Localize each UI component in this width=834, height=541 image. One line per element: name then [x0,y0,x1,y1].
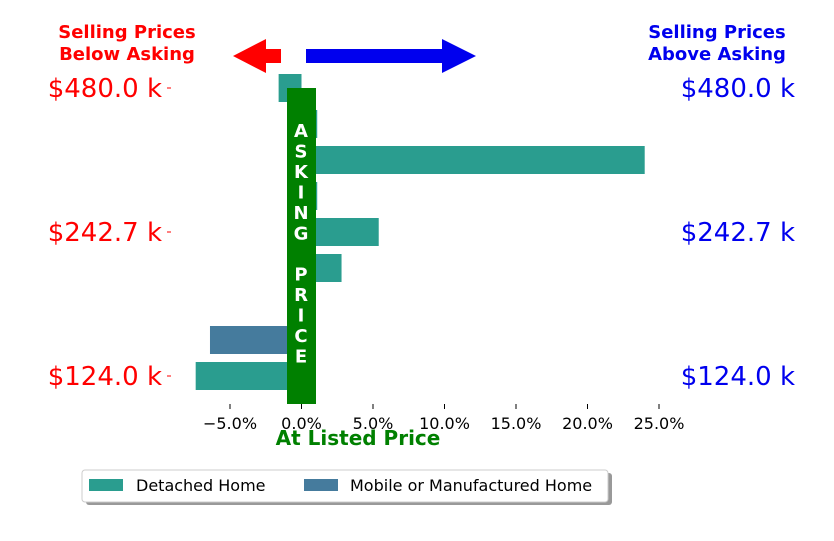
legend-swatch-mobile [304,479,338,491]
above-asking-title-line2: Above Asking [648,44,786,65]
price-label-left-2: $124.0 k [48,362,162,392]
asking-letter-11: E [295,347,307,368]
legend-swatch-detached [89,479,123,491]
price-label-left-0: $480.0 k [48,74,162,104]
legend-box [81,469,609,503]
x-tick-label-3: 10.0% [419,414,470,433]
price-labels: $480.0 k $480.0 k $242.7 k $242.7 k $124.0 k… [48,74,795,392]
asking-letter-7: P [294,265,307,286]
x-tick-label-2: 5.0% [353,414,394,433]
asking-letter-10: C [294,326,307,347]
below-asking-title-line2: Below Asking [59,44,195,65]
right-arrow-icon [306,39,476,73]
bar-detached-4 [301,146,645,174]
price-label-right-0: $480.0 k [681,74,795,104]
bar-detached-0 [195,362,302,390]
legend-label-mobile: Mobile or Manufactured Home [350,476,592,495]
x-tick-label-4: 15.0% [491,414,542,433]
asking-letter-8: R [294,285,308,306]
x-tick-label-5: 20.0% [562,414,613,433]
left-arrow-icon [233,39,281,73]
asking-price-band [287,88,316,404]
asking-letter-4: N [293,203,308,224]
x-tick-label-0: −5.0% [203,414,257,433]
above-asking-title-line1: Selling Prices [648,22,785,43]
price-label-right-1: $242.7 k [681,218,795,248]
x-axis: −5.0% 0.0% 5.0% 10.0% 15.0% 20.0% 25.0% [203,404,684,433]
bar-mobile-0 [209,326,302,354]
bars-group [195,74,645,390]
asking-letter-9: I [298,306,305,327]
price-label-left-1: $242.7 k [48,218,162,248]
at-listed-price-label: At Listed Price [276,426,441,450]
below-asking-title-line1: Selling Prices [58,22,195,43]
asking-letter-2: K [294,162,309,183]
asking-letter-5: G [294,224,309,245]
price-label-right-2: $124.0 k [681,362,795,392]
legend: Detached Home Mobile or Manufactured Hom… [81,469,612,505]
x-tick-label-6: 25.0% [634,414,685,433]
asking-letter-0: A [294,121,308,142]
asking-letter-3: I [298,183,305,204]
legend-label-detached: Detached Home [136,476,266,495]
x-tick-label-1: 0.0% [281,414,322,433]
asking-letter-1: S [295,142,308,163]
